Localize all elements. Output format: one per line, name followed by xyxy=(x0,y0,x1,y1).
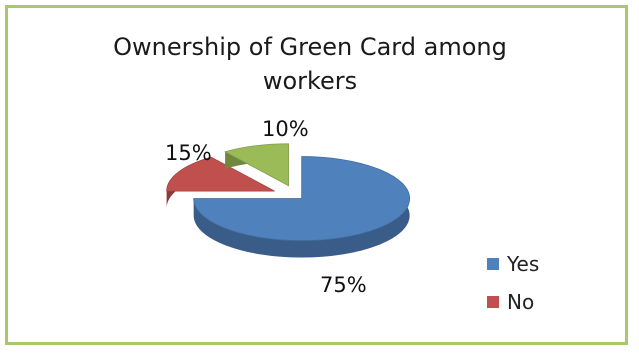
pie-slice-no xyxy=(166,156,275,192)
legend-label-no: No xyxy=(507,290,534,314)
pie-slice-yes xyxy=(193,156,411,241)
data-label-no: 15% xyxy=(165,141,212,165)
pie-slice-other xyxy=(224,143,289,187)
data-label-yes: 75% xyxy=(320,273,367,297)
data-label-other: 10% xyxy=(262,117,309,141)
legend-swatch-no xyxy=(487,296,499,308)
legend-label-yes: Yes xyxy=(506,252,539,276)
legend-swatch-yes xyxy=(487,258,499,270)
chart-title: Ownership of Green Card among workers xyxy=(113,33,507,95)
